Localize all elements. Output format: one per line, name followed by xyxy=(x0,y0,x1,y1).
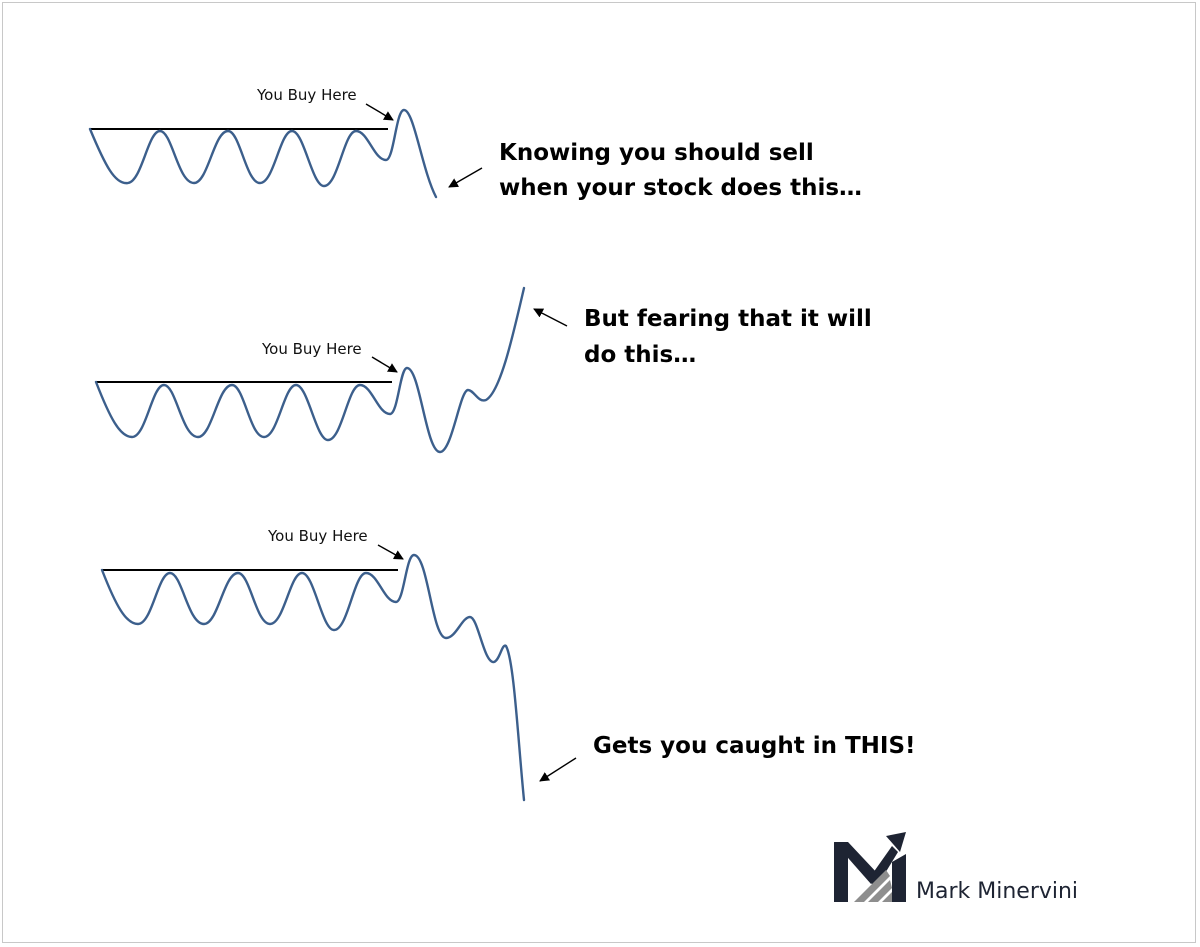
panel-3-crash-arrow xyxy=(539,757,577,782)
mm-logo-icon xyxy=(834,832,906,902)
panel-2-caption-line-2: do this… xyxy=(584,342,696,368)
panel-1-caption-line-2: when your stock does this… xyxy=(499,175,862,201)
panel-2-caption-line-1: But fearing that it will xyxy=(584,306,872,332)
panel-2-price-wave xyxy=(94,286,526,454)
panel-2-buy-arrow xyxy=(371,356,398,373)
panel-1-buy-arrow xyxy=(365,103,394,121)
panel-3-buy-arrow xyxy=(377,544,404,560)
panel-3-buy-label: You Buy Here xyxy=(267,527,368,545)
brand-name: Mark Minervini xyxy=(916,879,1078,904)
panel-3: You Buy Here Gets you caught in THIS! xyxy=(100,527,916,802)
panel-2-buy-label: You Buy Here xyxy=(261,340,362,358)
panel-3-price-wave xyxy=(100,553,526,802)
panel-1-caption-line-1: Knowing you should sell xyxy=(499,140,814,166)
panel-3-caption-line-1: Gets you caught in THIS! xyxy=(593,733,916,759)
panel-2: You Buy Here But fearing that it will do… xyxy=(94,286,872,454)
panel-1: You Buy Here Knowing you should sell whe… xyxy=(88,86,862,201)
panel-1-buy-label: You Buy Here xyxy=(256,86,357,104)
panel-1-price-wave xyxy=(88,108,438,199)
panel-1-sell-arrow xyxy=(448,167,483,188)
panel-2-rise-arrow xyxy=(533,308,568,327)
